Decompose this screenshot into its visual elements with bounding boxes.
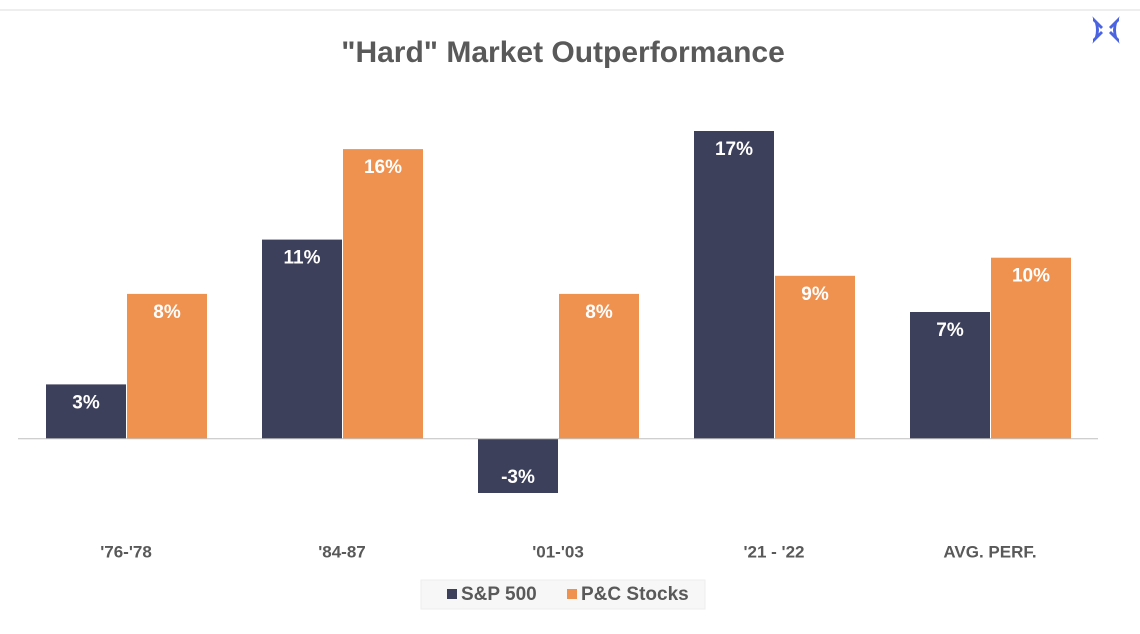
legend-label: S&P 500 [461, 584, 537, 605]
chart-title: "Hard" Market Outperformance [341, 36, 785, 69]
bar [262, 239, 342, 439]
data-label: 8% [585, 302, 613, 323]
data-label: 9% [801, 284, 829, 305]
bar [775, 275, 855, 439]
bar [694, 131, 774, 439]
bar [910, 312, 990, 439]
bar [127, 293, 207, 439]
bar [478, 438, 558, 493]
bar [46, 384, 126, 439]
data-label: 17% [715, 139, 753, 160]
data-label: 10% [1012, 266, 1050, 287]
legend-swatch [447, 589, 457, 599]
x-tick-label: '01-'03 [532, 542, 584, 561]
x-tick-label: '21 - '22 [743, 542, 804, 561]
data-label: 8% [153, 302, 181, 323]
x-tick-label: '76-'78 [100, 542, 152, 561]
bar [343, 149, 423, 439]
logo [1092, 16, 1120, 44]
data-label: 3% [72, 392, 100, 413]
legend-swatch [567, 589, 577, 599]
data-label: 7% [936, 320, 964, 341]
data-label: 16% [364, 157, 402, 178]
data-label: -3% [501, 467, 535, 488]
legend-label: P&C Stocks [581, 584, 689, 605]
data-label: 11% [284, 248, 321, 269]
bar [991, 257, 1071, 439]
x-tick-label: '84-87 [318, 542, 366, 561]
bar [559, 293, 639, 439]
x-tick-label: AVG. PERF. [943, 542, 1036, 561]
legend-box [420, 579, 706, 610]
